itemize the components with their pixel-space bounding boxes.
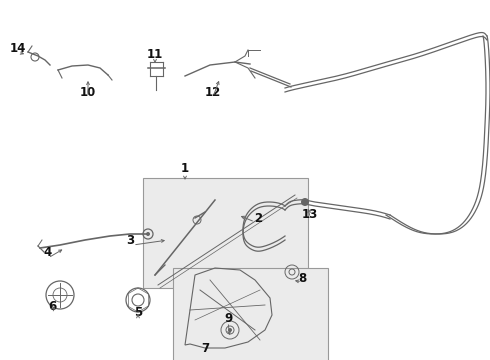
Text: 6: 6 [48, 300, 56, 312]
Text: 3: 3 [126, 234, 134, 247]
Text: 12: 12 [205, 86, 221, 99]
Text: 4: 4 [44, 247, 52, 260]
Text: 10: 10 [80, 86, 96, 99]
Text: 7: 7 [201, 342, 209, 355]
Bar [173, 268, 328, 360]
Text: 5: 5 [134, 306, 142, 320]
Circle shape [228, 328, 232, 332]
Circle shape [301, 198, 309, 206]
Bar [143, 178, 308, 288]
Text: 1: 1 [181, 162, 189, 175]
Text: 9: 9 [224, 311, 232, 324]
Text: 8: 8 [298, 271, 306, 284]
Text: 2: 2 [254, 211, 262, 225]
Text: 13: 13 [302, 208, 318, 221]
Text: 11: 11 [147, 49, 163, 62]
Text: 14: 14 [10, 41, 26, 54]
Circle shape [146, 232, 150, 236]
